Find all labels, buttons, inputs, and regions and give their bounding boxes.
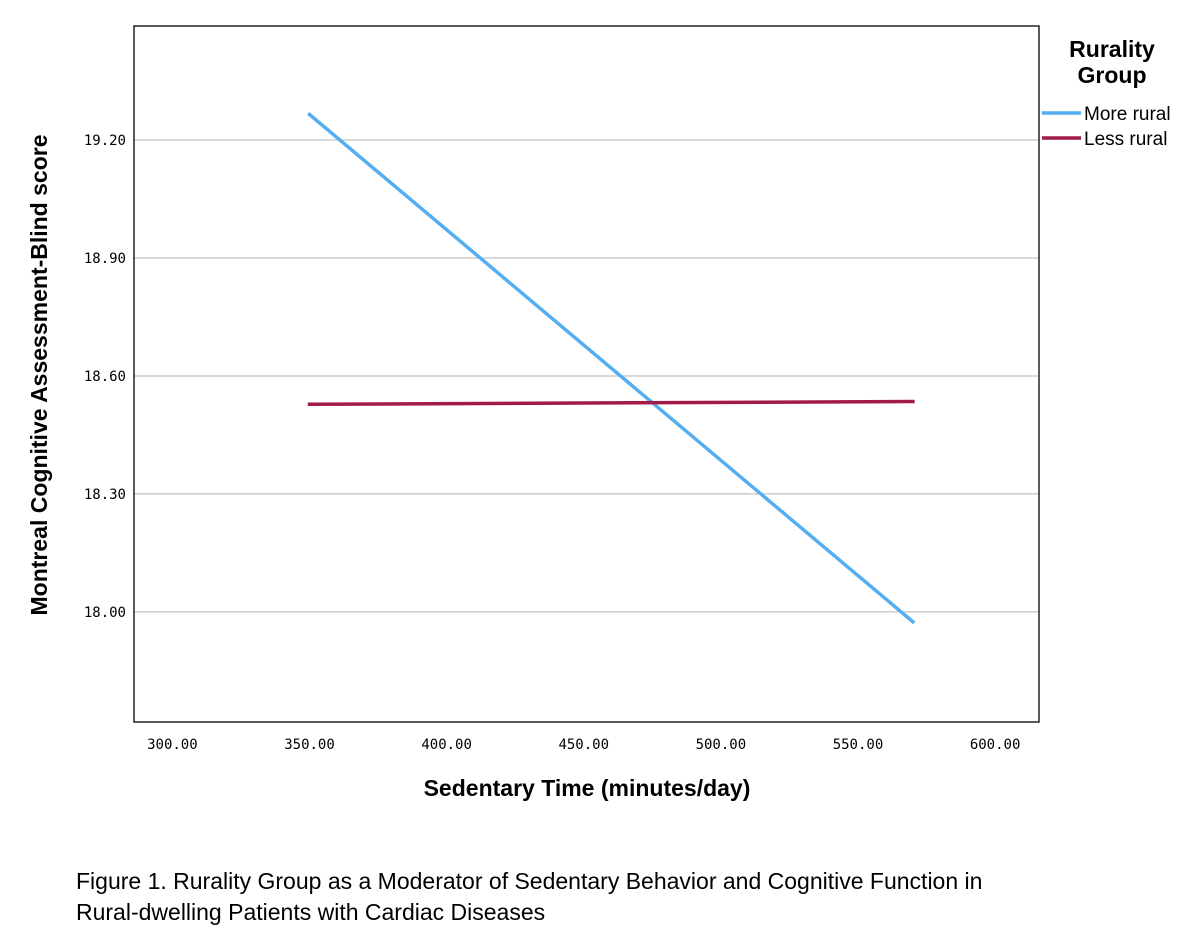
y-tick-labels: 18.00 18.30 18.60 18.90 19.20 bbox=[84, 133, 126, 621]
series-line-less-rural bbox=[307, 399, 915, 407]
legend-title-line-2: Group bbox=[1078, 62, 1147, 88]
legend-label-more-rural: More rural bbox=[1084, 104, 1171, 125]
x-tick-label: 400.00 bbox=[421, 737, 472, 753]
caption-line-2: Rural-dwelling Patients with Cardiac Dis… bbox=[76, 899, 546, 925]
x-tick-label: 600.00 bbox=[970, 737, 1021, 753]
legend-label-less-rural: Less rural bbox=[1084, 129, 1167, 150]
y-tick-label: 18.60 bbox=[84, 369, 126, 385]
x-tick-label: 350.00 bbox=[284, 737, 335, 753]
x-tick-label: 300.00 bbox=[147, 737, 198, 753]
y-tick-label: 19.20 bbox=[84, 133, 126, 149]
x-axis-title: Sedentary Time (minutes/day) bbox=[424, 775, 751, 801]
series-lines bbox=[307, 112, 916, 625]
y-tick-label: 18.30 bbox=[84, 487, 126, 503]
legend-items: More rural Less rural bbox=[1042, 104, 1171, 150]
plot-frame bbox=[133, 25, 1040, 723]
x-tick-label: 450.00 bbox=[558, 737, 609, 753]
x-tick-labels: 300.00 350.00 400.00 450.00 500.00 550.00 600.… bbox=[147, 737, 1020, 753]
y-tick-label: 18.90 bbox=[84, 251, 126, 267]
figure-caption: Figure 1. Rurality Group as a Moderator … bbox=[76, 866, 1176, 928]
series-line-more-rural bbox=[307, 112, 916, 625]
gridlines bbox=[134, 139, 1039, 613]
legend-title-line-1: Rurality bbox=[1069, 36, 1155, 62]
x-tick-label: 550.00 bbox=[833, 737, 884, 753]
legend: Rurality Group More rural Less rural bbox=[1042, 36, 1171, 150]
caption-line-1: Figure 1. Rurality Group as a Moderator … bbox=[76, 868, 983, 894]
y-axis-title: Montreal Cognitive Assessment-Blind scor… bbox=[26, 135, 52, 616]
x-tick-label: 500.00 bbox=[696, 737, 747, 753]
y-tick-label: 18.00 bbox=[84, 605, 126, 621]
